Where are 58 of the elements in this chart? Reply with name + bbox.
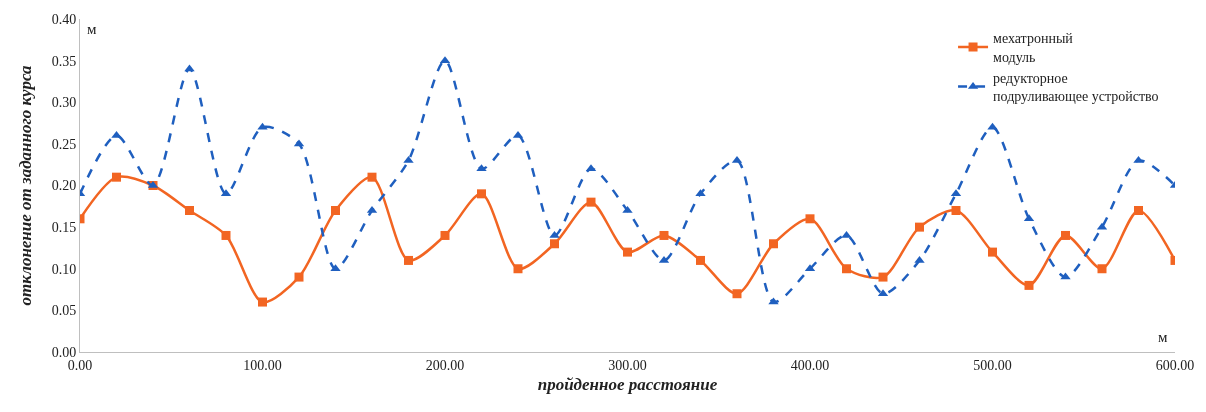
point: [951, 205, 961, 215]
point: [440, 230, 450, 240]
x-tick-label: 100.00: [243, 357, 282, 373]
point: [914, 255, 925, 263]
x-tick-label: 600.00: [1155, 357, 1195, 373]
point: [1061, 230, 1070, 240]
point: [878, 272, 888, 282]
y-tick-label: 0.15: [51, 220, 77, 236]
point: [586, 197, 596, 207]
point: [623, 247, 632, 257]
point: [476, 164, 487, 172]
point: [915, 222, 924, 232]
point: [477, 189, 486, 199]
point: [331, 205, 340, 215]
y-tick-label: 0.10: [51, 261, 77, 277]
annotation: м: [1158, 329, 1168, 345]
point: [184, 64, 195, 72]
x-tick-label: 0.00: [67, 357, 93, 373]
point: [367, 172, 377, 182]
y-tick-label: 0.40: [51, 11, 77, 27]
point: [1134, 205, 1143, 215]
y-tick-label: 0.30: [51, 95, 77, 111]
annotation: м: [87, 21, 97, 37]
y-tick-label: 0.05: [51, 303, 77, 319]
y-tick-label: 0.25: [51, 136, 77, 152]
y-tick-label: 0.20: [51, 178, 77, 194]
x-tick-label: 500.00: [973, 357, 1012, 373]
point: [513, 264, 523, 274]
point: [695, 189, 706, 197]
y-axis-title: отклонение от заданного курса: [16, 64, 36, 306]
y-tick-label: 0.35: [51, 53, 77, 69]
point: [112, 172, 121, 182]
x-tick-label: 400.00: [790, 357, 830, 373]
legend-label: редукторное подруливающее устройство: [993, 70, 1159, 104]
point: [258, 297, 267, 307]
point: [185, 205, 194, 215]
point: [1060, 272, 1071, 280]
point: [841, 230, 852, 238]
x-axis-title: пройденное расстояние: [537, 375, 718, 395]
point: [696, 255, 705, 265]
point: [549, 230, 560, 238]
point: [404, 255, 413, 265]
point: [732, 289, 742, 299]
x-tick-label: 300.00: [608, 357, 647, 373]
point: [1024, 280, 1034, 290]
y-tick-label: 0.00: [51, 344, 77, 360]
point: [1097, 264, 1107, 274]
point: [842, 264, 851, 274]
point: [659, 230, 669, 240]
point: [769, 239, 778, 249]
x-tick-label: 200.00: [425, 357, 465, 373]
point: [294, 272, 304, 282]
point: [622, 205, 633, 213]
point: [768, 297, 779, 305]
point: [550, 239, 559, 249]
point: [221, 230, 231, 240]
point: [988, 247, 997, 257]
point: [805, 214, 815, 224]
